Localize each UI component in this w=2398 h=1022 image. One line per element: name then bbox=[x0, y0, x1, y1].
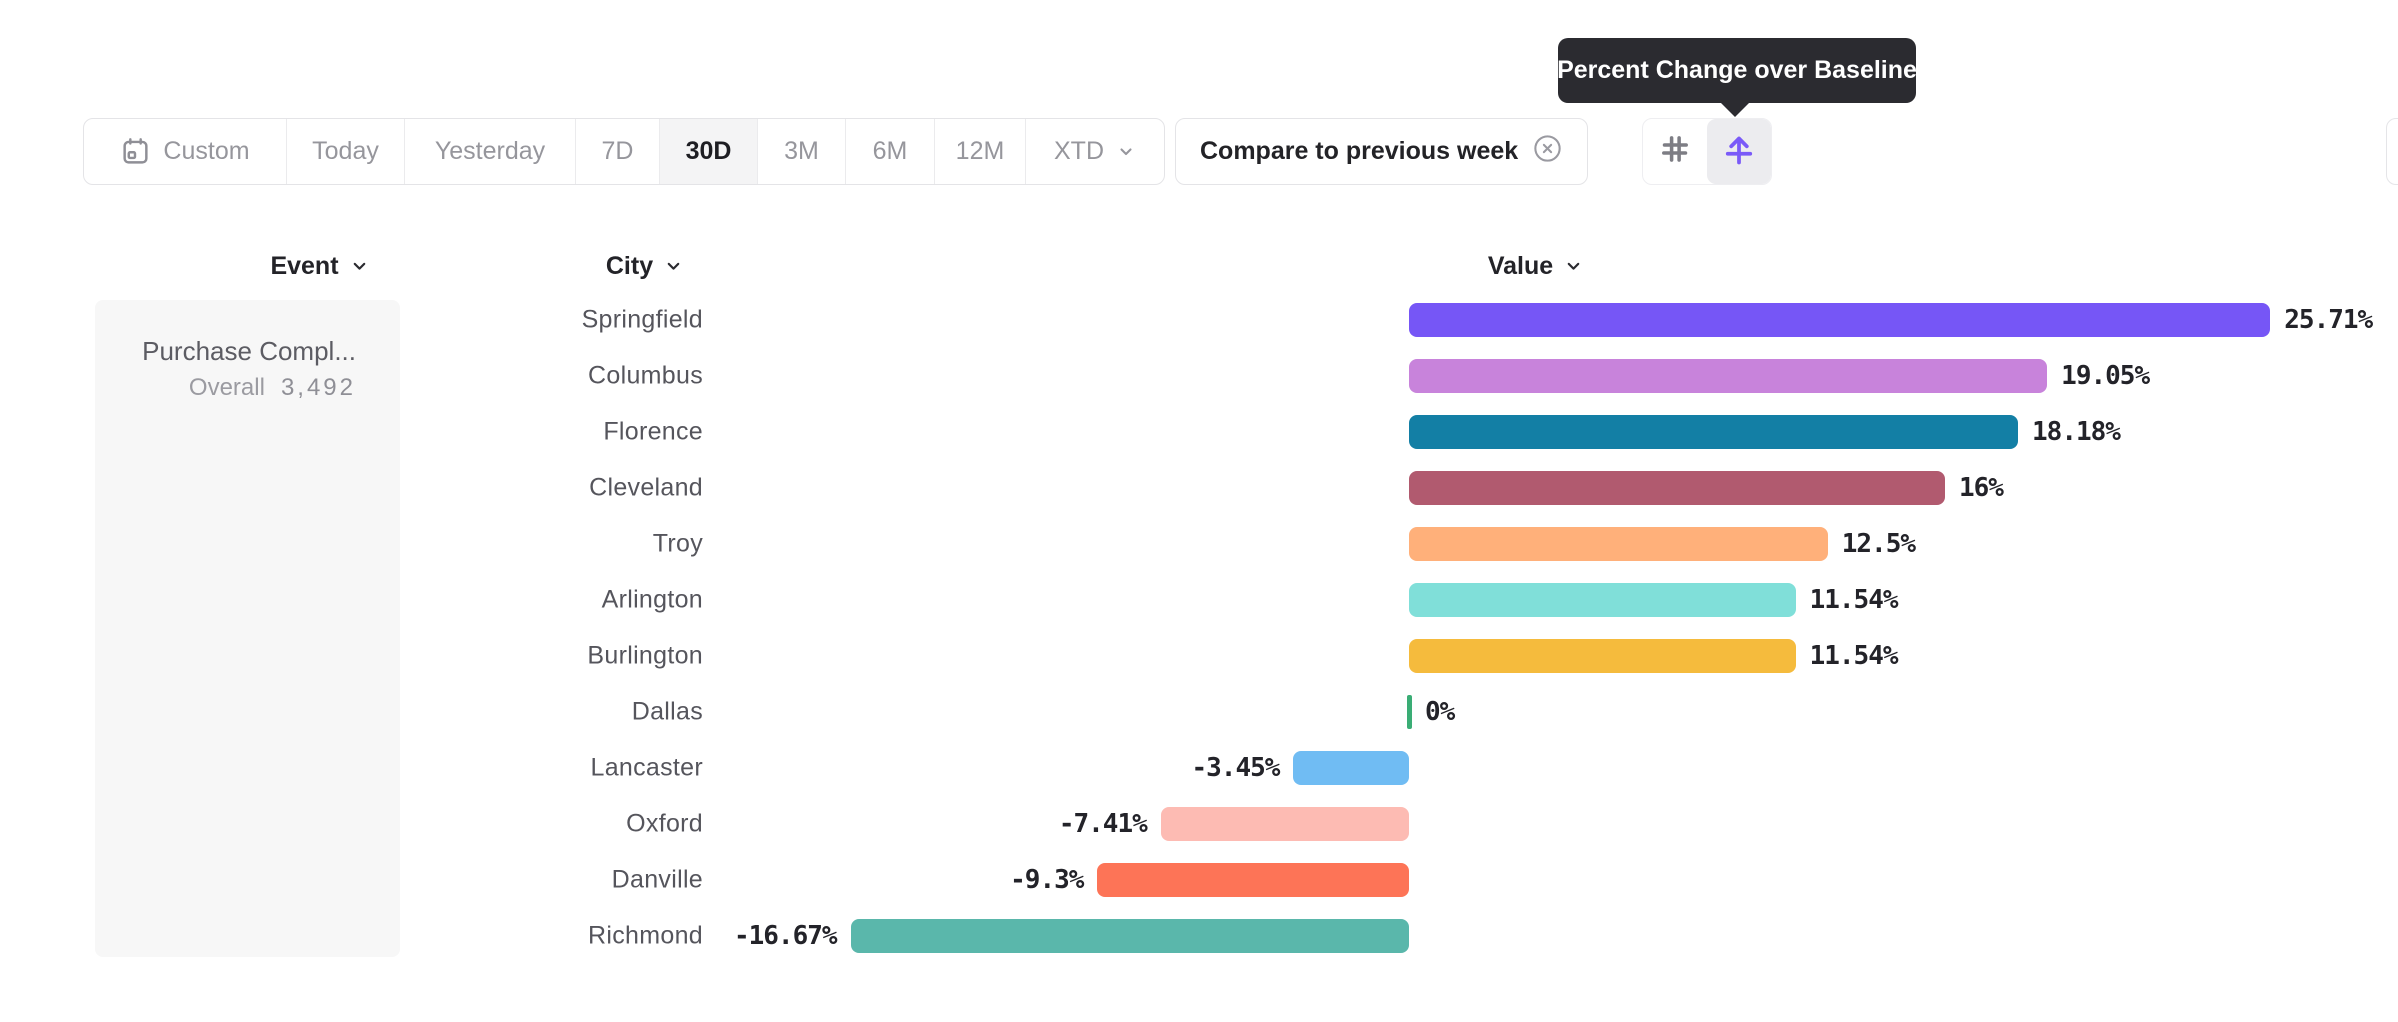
range-label: 30D bbox=[685, 137, 732, 165]
value-bar[interactable] bbox=[1409, 471, 1945, 505]
chart-row: Florence 18.18% bbox=[0, 404, 2398, 460]
chart-row: Troy 12.5% bbox=[0, 516, 2398, 572]
chart-row: Cleveland 16% bbox=[0, 460, 2398, 516]
city-header-label: City bbox=[605, 251, 654, 280]
event-scope-label: Overall bbox=[188, 374, 265, 401]
value-label: 12.5% bbox=[1841, 529, 1916, 559]
compare-chip-label: Compare to previous week bbox=[1200, 137, 1519, 165]
tooltip-text: Percent Change over Baseline bbox=[1557, 56, 1917, 84]
event-total-count: 3,492 bbox=[280, 374, 356, 401]
value-label: 16% bbox=[1959, 473, 2004, 503]
value-bar[interactable] bbox=[1097, 863, 1409, 897]
value-label: 25.71% bbox=[2284, 305, 2373, 335]
range-label: 6M bbox=[872, 137, 908, 165]
range-button-6m[interactable]: 6M bbox=[845, 119, 934, 184]
chart-row: Oxford -7.41% bbox=[0, 796, 2398, 852]
range-button-custom[interactable]: Custom bbox=[84, 119, 286, 184]
value-display-toggle bbox=[1642, 118, 1772, 185]
bar-chart: Springfield 25.71% Columbus 19.05% Florence 1… bbox=[0, 292, 2398, 964]
chart-row: Richmond -16.67% bbox=[0, 908, 2398, 964]
range-button-xtd[interactable]: XTD bbox=[1025, 119, 1164, 184]
city-label: Columbus bbox=[588, 361, 703, 390]
value-bar[interactable] bbox=[1409, 527, 1828, 561]
compare-chip[interactable]: Compare to previous week bbox=[1175, 118, 1589, 185]
chart-row: Burlington 11.54% bbox=[0, 628, 2398, 684]
column-header-value[interactable]: Value bbox=[1386, 248, 1686, 284]
chart-row: Dallas 0% bbox=[0, 684, 2398, 740]
value-bar[interactable] bbox=[1407, 695, 1412, 729]
date-range-control: Custom Today Yesterday 7D 30D 3M 6M 12M XTD bbox=[83, 118, 1165, 185]
chart-row: Arlington 11.54% bbox=[0, 572, 2398, 628]
range-label: 3M bbox=[784, 137, 819, 165]
value-header-label: Value bbox=[1487, 251, 1554, 280]
event-header-label: Event bbox=[270, 251, 339, 280]
column-header-city[interactable]: City bbox=[495, 248, 795, 284]
range-label: 7D bbox=[601, 137, 634, 165]
range-label: XTD bbox=[1054, 137, 1104, 165]
city-label: Troy bbox=[652, 529, 703, 558]
chevron-down-icon bbox=[1116, 142, 1136, 162]
column-header-event[interactable]: Event bbox=[170, 248, 470, 284]
value-bar[interactable] bbox=[1160, 807, 1409, 841]
chart-row: Danville -9.3% bbox=[0, 852, 2398, 908]
range-button-12m[interactable]: 12M bbox=[934, 119, 1025, 184]
value-label: -7.41% bbox=[1058, 809, 1148, 839]
range-button-30d[interactable]: 30D bbox=[659, 119, 757, 184]
value-label: -3.45% bbox=[1191, 753, 1281, 783]
value-label: 18.18% bbox=[2032, 417, 2121, 447]
percent-change-icon bbox=[1721, 131, 1757, 172]
range-label: Custom bbox=[163, 137, 250, 165]
city-label: Dallas bbox=[631, 697, 703, 726]
toggle-numbers[interactable] bbox=[1643, 119, 1707, 184]
chevron-down-icon bbox=[667, 262, 680, 270]
chevron-down-icon bbox=[1567, 262, 1580, 270]
value-bar[interactable] bbox=[1409, 359, 2048, 393]
chart-row: Springfield 25.71% bbox=[0, 292, 2398, 348]
event-name: Purchase Compl... bbox=[142, 336, 356, 366]
value-label: 0% bbox=[1425, 697, 1455, 727]
city-label: Burlington bbox=[587, 641, 703, 670]
hash-icon bbox=[1658, 132, 1692, 171]
city-label: Cleveland bbox=[589, 473, 703, 502]
value-bar[interactable] bbox=[850, 919, 1409, 953]
value-label: -16.67% bbox=[733, 921, 838, 951]
range-button-today[interactable]: Today bbox=[286, 119, 404, 184]
value-bar[interactable] bbox=[1409, 303, 2271, 337]
value-bar[interactable] bbox=[1409, 639, 1796, 673]
value-label: 19.05% bbox=[2061, 361, 2150, 391]
value-label: 11.54% bbox=[1809, 585, 1899, 615]
range-button-yesterday[interactable]: Yesterday bbox=[404, 119, 575, 184]
range-button-3m[interactable]: 3M bbox=[757, 119, 845, 184]
value-bar[interactable] bbox=[1409, 415, 2019, 449]
event-card[interactable]: Purchase Compl... Overall 3,492 bbox=[95, 300, 400, 957]
toggle-percent-change[interactable] bbox=[1707, 119, 1771, 184]
tooltip: Percent Change over Baseline bbox=[1557, 38, 1917, 103]
value-label: 11.54% bbox=[1809, 641, 1899, 671]
range-label: Yesterday bbox=[434, 137, 546, 165]
city-label: Arlington bbox=[601, 585, 703, 614]
value-bar[interactable] bbox=[1293, 751, 1409, 785]
city-label: Oxford bbox=[626, 809, 703, 838]
calendar-icon bbox=[120, 136, 151, 167]
city-label: Richmond bbox=[588, 921, 703, 950]
value-bar[interactable] bbox=[1409, 583, 1796, 617]
city-label: Lancaster bbox=[590, 753, 703, 782]
city-label: Florence bbox=[603, 417, 703, 446]
range-label: 12M bbox=[955, 137, 1005, 165]
tooltip-caret bbox=[1719, 101, 1751, 117]
chart-row: Columbus 19.05% bbox=[0, 348, 2398, 404]
chart-row: Lancaster -3.45% bbox=[0, 740, 2398, 796]
range-button-7d[interactable]: 7D bbox=[575, 119, 659, 184]
city-label: Springfield bbox=[581, 305, 703, 334]
city-label: Danville bbox=[611, 865, 703, 894]
event-meta: Overall 3,492 bbox=[95, 374, 356, 402]
chevron-down-icon bbox=[353, 262, 365, 270]
circle-x-icon[interactable] bbox=[1532, 133, 1563, 171]
range-label: Today bbox=[312, 137, 379, 165]
clipped-right-control[interactable] bbox=[2386, 118, 2398, 185]
value-label: -9.3% bbox=[1010, 865, 1084, 895]
